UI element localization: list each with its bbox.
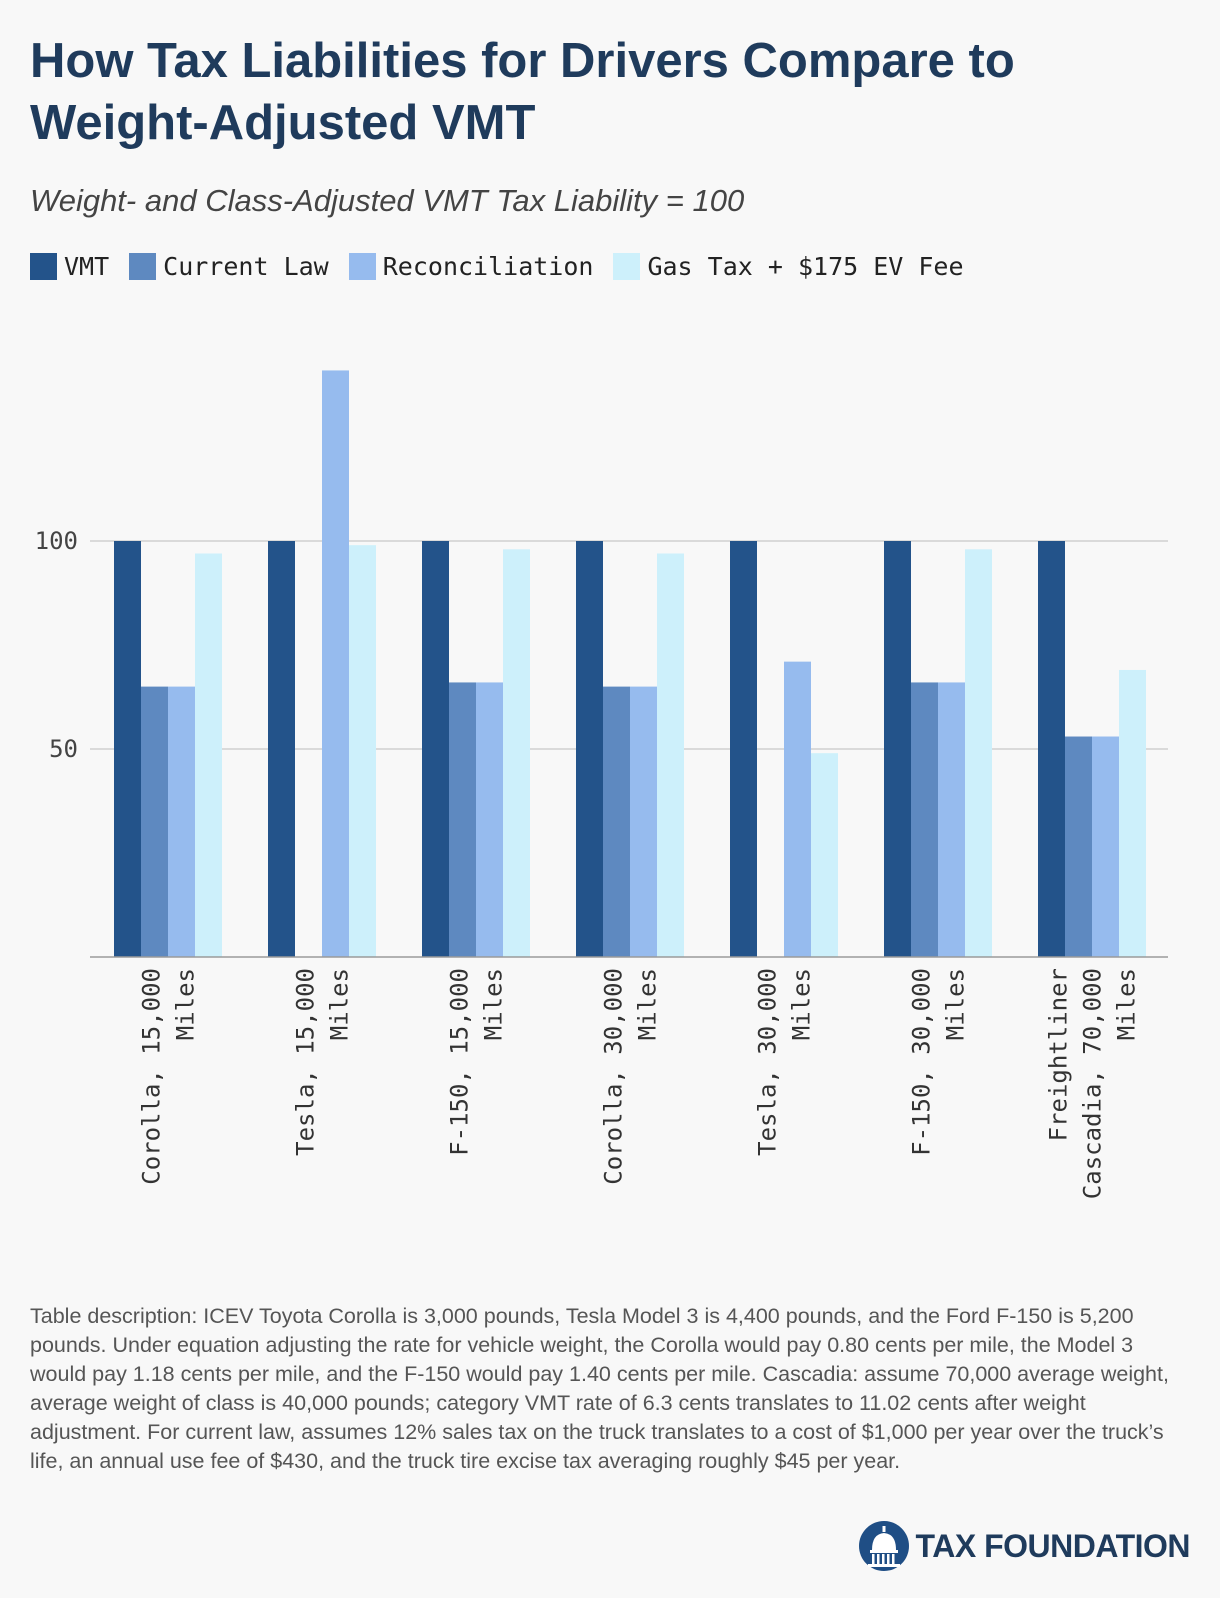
bar [268,541,295,957]
legend-label: Reconciliation [382,252,594,281]
x-category-label: Corolla, 30,000 [599,968,627,1185]
bar [603,686,630,957]
legend-label: Gas Tax + $175 EV Fee [647,252,964,281]
x-category-label: F-150, 15,000 [445,968,473,1156]
bar [322,370,349,957]
bar [657,553,684,957]
bar [1038,541,1065,957]
bar [784,661,811,957]
bar [730,541,757,957]
x-category-label: Tesla, 15,000 [291,968,319,1156]
x-category-label: Miles [479,968,507,1040]
chart-legend: VMT Current Law Reconciliation Gas Tax + $1… [30,252,984,281]
legend-item: VMT [30,252,109,281]
bar [965,549,992,957]
bar [449,682,476,957]
bar [630,686,657,957]
bar [811,753,838,957]
chart-title: How Tax Liabilities for Drivers Compare … [30,34,1015,150]
x-category-label: Miles [171,968,199,1040]
bar [168,686,195,957]
legend-swatch [613,253,641,280]
chart-subtitle: Weight- and Class-Adjusted VMT Tax Liabi… [30,183,745,218]
legend-item: Gas Tax + $175 EV Fee [613,252,964,281]
legend-swatch [348,253,376,280]
bar [476,682,503,957]
bar [422,541,449,957]
bar [576,541,603,957]
x-category-label: Tesla, 30,000 [753,968,781,1156]
y-tick-label: 100 [35,527,78,555]
bar [349,545,376,957]
y-tick-label: 50 [49,735,78,763]
table-description-note: Table description: ICEV Toyota Corolla i… [30,1304,1169,1473]
bar [911,682,938,957]
bar [503,549,530,957]
x-category-label: Miles [941,968,969,1040]
x-category-label: Freightliner [1044,968,1072,1141]
legend-label: VMT [64,252,110,281]
legend-item: Reconciliation [348,252,594,281]
x-category-label: Cascadia, 70,000 [1078,968,1106,1199]
x-category-label: Miles [1112,968,1140,1040]
x-category-label: F-150, 30,000 [907,968,935,1156]
legend-swatch [129,253,157,280]
tax-foundation-logo: TAX FOUNDATION [858,1520,1191,1572]
x-category-label: Corolla, 15,000 [137,968,165,1185]
x-category-label: Miles [325,968,353,1040]
x-category-label: Miles [633,968,661,1040]
logo-text: TAX FOUNDATION [915,1527,1191,1564]
bar [114,541,141,957]
capitol-dome-icon [858,1521,909,1571]
x-category-label: Miles [787,968,815,1040]
bar [1119,669,1146,957]
legend-label: Current Law [163,252,329,281]
bar [141,686,168,957]
bar [1092,736,1119,957]
legend-swatch [30,253,57,280]
bar [884,541,911,957]
bar [195,553,222,957]
legend-item: Current Law [129,252,329,281]
bar [1065,736,1092,957]
bar [938,682,965,957]
